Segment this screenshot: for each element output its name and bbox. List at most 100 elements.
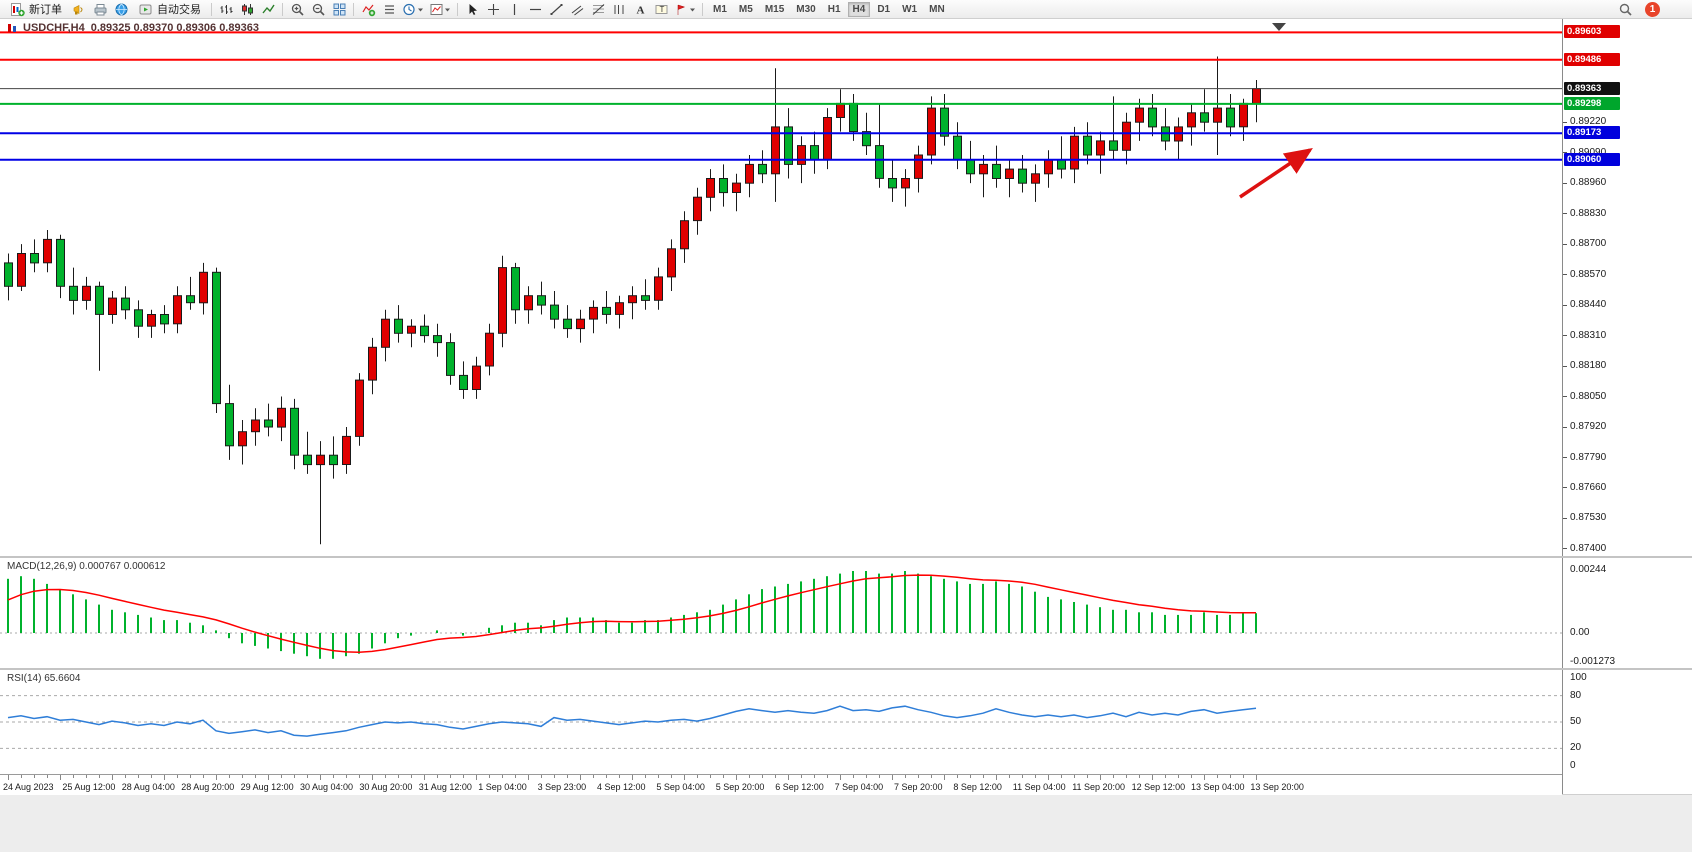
vertical-line-button[interactable] [504, 1, 524, 18]
chart-shift-marker[interactable] [1272, 23, 1286, 31]
time-axis-tick [983, 775, 984, 778]
notification-badge[interactable]: 1 [1645, 1, 1660, 17]
rsi-canvas[interactable] [0, 670, 1562, 774]
time-axis-label: 7 Sep 04:00 [834, 782, 884, 792]
arrows-button[interactable] [672, 1, 698, 18]
text-label-button[interactable]: T [651, 1, 671, 18]
price-axis[interactable]: 0.89220 0.89090 0.88960 0.88830 0.88700 0.885… [1562, 19, 1692, 794]
time-axis-tick [1061, 775, 1062, 778]
time-axis-tick [60, 775, 61, 780]
bar-chart-button[interactable] [216, 1, 236, 18]
zoom-in-button[interactable] [287, 1, 307, 18]
time-axis-tick [762, 775, 763, 778]
time-axis-tick [21, 775, 22, 778]
macd-axis-label: 0.00 [1570, 627, 1590, 638]
crosshair-button[interactable] [483, 1, 503, 18]
objects-list-button[interactable] [379, 1, 399, 18]
panel-splitter[interactable] [0, 668, 1692, 670]
time-axis-tick [879, 775, 880, 778]
rsi-axis-label: 0 [1570, 760, 1576, 771]
time-axis-tick [606, 775, 607, 778]
candlestick-chart-button[interactable] [237, 1, 257, 18]
chart-ohlc: 0.89325 0.89370 0.89306 0.89363 [90, 22, 259, 34]
timeframe-h1[interactable]: H1 [823, 2, 846, 17]
timeframe-m30[interactable]: M30 [791, 2, 820, 17]
timeframe-mn[interactable]: MN [924, 2, 950, 17]
trendline-button[interactable] [546, 1, 566, 18]
cycle-lines-button[interactable] [609, 1, 629, 18]
timeframe-m5[interactable]: M5 [734, 2, 758, 17]
flag-icon [674, 2, 689, 17]
time-axis-tick [580, 775, 581, 780]
time-axis-tick [710, 775, 711, 778]
price-axis-tick [1563, 517, 1567, 519]
text-icon: A [633, 2, 648, 17]
cursor-button[interactable] [462, 1, 482, 18]
price-axis-tick [1563, 121, 1567, 123]
time-axis-tick [437, 775, 438, 778]
price-tag: 0.89603 [1564, 25, 1620, 39]
indicators-button[interactable] [358, 1, 378, 18]
line-chart-button[interactable] [258, 1, 278, 18]
new-order-button[interactable]: 新订单 [4, 1, 68, 18]
time-axis-tick [320, 775, 321, 780]
time-axis-tick [554, 775, 555, 778]
indicators-icon [361, 2, 376, 17]
autotrading-icon [138, 2, 153, 17]
horizontal-line-button[interactable] [525, 1, 545, 18]
vertical-line-icon [507, 2, 522, 17]
toolbar-separator [353, 2, 354, 16]
timeframe-m15[interactable]: M15 [760, 2, 789, 17]
search-icon[interactable] [1618, 2, 1633, 17]
time-axis-tick [814, 775, 815, 778]
time-axis-tick [931, 775, 932, 778]
timeframe-m1[interactable]: M1 [708, 2, 732, 17]
zoom-out-button[interactable] [308, 1, 328, 18]
timeframe-w1[interactable]: W1 [897, 2, 922, 17]
time-axis-tick [450, 775, 451, 778]
timeframe-h4[interactable]: H4 [847, 1, 871, 17]
time-axis-tick [1074, 775, 1075, 778]
time-axis-label: 5 Sep 20:00 [715, 782, 765, 792]
time-axis-label: 25 Aug 12:00 [62, 782, 116, 792]
time-axis-tick [658, 775, 659, 778]
main-chart-canvas[interactable] [0, 19, 1562, 556]
macd-canvas[interactable] [0, 558, 1562, 668]
time-axis-tick [801, 775, 802, 778]
timeframe-d1[interactable]: D1 [872, 2, 895, 17]
annotation-arrow[interactable] [1239, 148, 1313, 199]
time-axis-tick [1217, 775, 1218, 778]
price-axis-label: 0.88830 [1570, 207, 1607, 219]
quotes-button[interactable] [111, 1, 131, 18]
time-axis[interactable]: 24 Aug 2023 25 Aug 12:00 28 Aug 04:00 28 Au… [0, 774, 1562, 795]
list-icon [382, 2, 397, 17]
tile-windows-button[interactable] [329, 1, 349, 18]
periods-button[interactable] [400, 1, 426, 18]
fibonacci-button[interactable] [588, 1, 608, 18]
fibonacci-icon [591, 2, 606, 17]
time-axis-tick [957, 775, 958, 778]
alerts-button[interactable] [69, 1, 89, 18]
channel-button[interactable] [567, 1, 587, 18]
chevron-down-icon [444, 2, 451, 17]
clock-icon [402, 2, 417, 17]
time-axis-tick [242, 775, 243, 778]
time-axis-label: 30 Aug 20:00 [359, 782, 413, 792]
time-axis-tick [463, 775, 464, 778]
toolbar-separator [702, 2, 703, 16]
panel-splitter[interactable] [0, 556, 1692, 558]
time-axis-tick [307, 775, 308, 778]
price-axis-tick [1563, 274, 1567, 276]
autotrading-button[interactable]: 自动交易 [132, 1, 207, 18]
text-button[interactable]: A [630, 1, 650, 18]
zoom-out-icon [311, 2, 326, 17]
time-axis-label: 11 Sep 20:00 [1072, 782, 1126, 792]
globe-icon [114, 2, 129, 17]
templates-button[interactable] [427, 1, 453, 18]
time-axis-tick [723, 775, 724, 778]
price-axis-label: 0.88310 [1570, 329, 1607, 341]
print-button[interactable] [90, 1, 110, 18]
time-axis-label: 31 Aug 12:00 [418, 782, 472, 792]
price-axis-label: 0.88960 [1570, 177, 1607, 189]
